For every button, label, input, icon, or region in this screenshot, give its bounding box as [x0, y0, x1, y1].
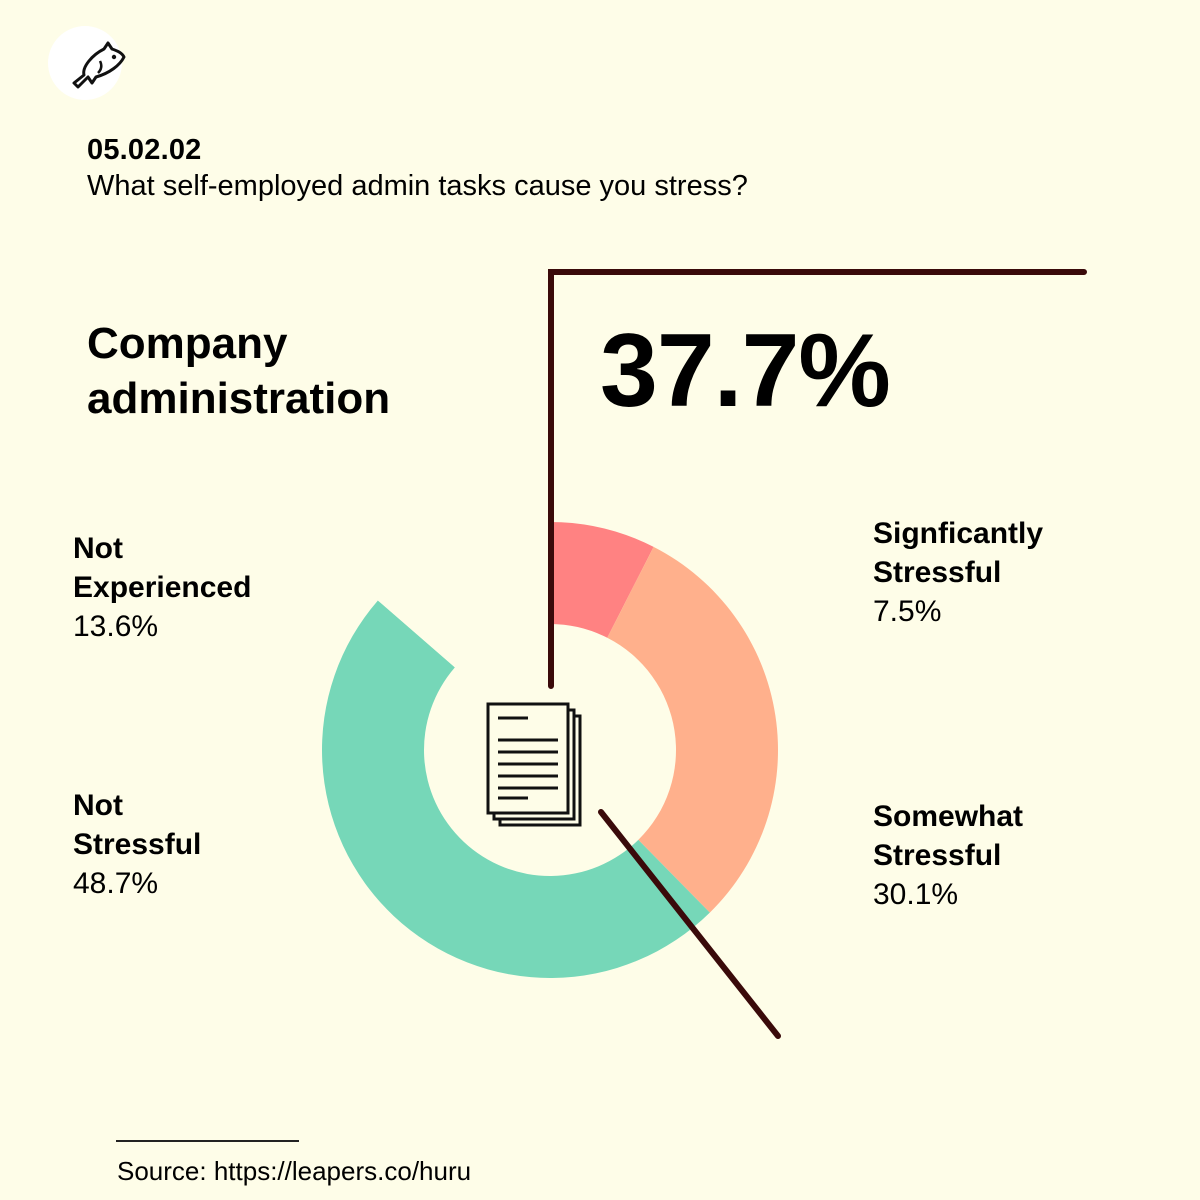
label-name: Experienced: [73, 571, 252, 604]
fish-icon: [72, 41, 126, 89]
label-not-stressful: Not Stressful 48.7%: [73, 786, 353, 903]
slice-significantly-stressful: [550, 522, 654, 638]
label-significantly-stressful: Signficantly Stressful 7.5%: [873, 514, 1153, 631]
label-name: Somewhat: [873, 800, 1024, 833]
label-name: Stressful: [873, 839, 1002, 872]
source-text: Source: https://leapers.co/huru: [117, 1156, 472, 1186]
diagonal-leader-line: [598, 809, 781, 1039]
label-value: 30.1%: [873, 878, 959, 911]
label-not-experienced: Not Experienced 13.6%: [73, 529, 353, 646]
question-code: 05.02.02: [87, 134, 202, 166]
highlight-leader-line: [548, 269, 1087, 689]
donut-slices: [322, 522, 778, 978]
label-somewhat-stressful: Somewhat Stressful 30.1%: [873, 797, 1153, 914]
label-name: Not: [73, 532, 123, 565]
leader-lines: [548, 269, 1087, 1039]
document-stack-icon: [486, 702, 582, 827]
question-text: What self-employed admin tasks cause you…: [87, 170, 748, 202]
source-divider: [116, 1140, 299, 1142]
label-value: 7.5%: [873, 595, 942, 628]
label-value: 48.7%: [73, 867, 159, 900]
label-name: Signficantly: [873, 517, 1044, 550]
slice-somewhat-stressful: [607, 546, 778, 913]
label-name: Stressful: [873, 556, 1002, 589]
label-value: 13.6%: [73, 610, 159, 643]
highlight-value: 37.7%: [600, 313, 891, 429]
label-name: Not: [73, 789, 123, 822]
logo: [48, 26, 126, 100]
category-title: Company administration: [87, 319, 391, 423]
slice-not-experienced: [377, 522, 550, 668]
slice-not-stressful: [322, 600, 710, 978]
label-name: Stressful: [73, 828, 202, 861]
